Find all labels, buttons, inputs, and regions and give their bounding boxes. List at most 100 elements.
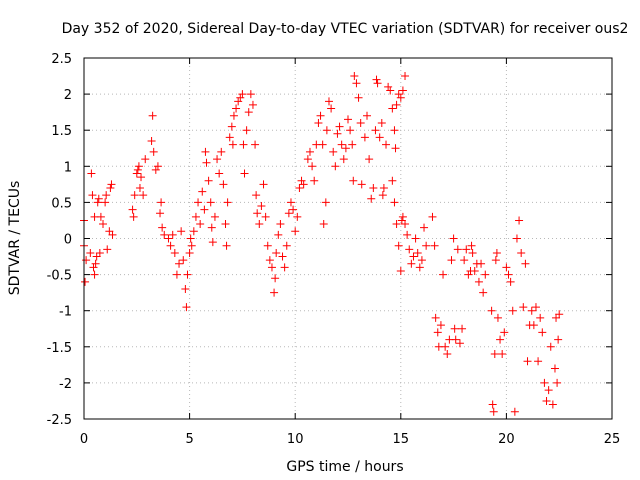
data-point bbox=[344, 115, 352, 124]
data-point bbox=[261, 212, 270, 221]
data-point bbox=[540, 378, 549, 387]
data-point bbox=[391, 144, 400, 153]
data-point bbox=[479, 288, 488, 297]
data-point bbox=[130, 191, 139, 200]
data-point bbox=[305, 147, 314, 156]
data-point bbox=[544, 386, 553, 395]
data-point bbox=[356, 118, 365, 127]
data-point bbox=[291, 227, 300, 236]
data-point bbox=[217, 147, 226, 156]
data-point bbox=[234, 97, 243, 106]
data-point bbox=[244, 108, 253, 117]
data-point bbox=[282, 241, 291, 250]
data-point bbox=[455, 339, 464, 348]
data-point bbox=[329, 147, 338, 156]
data-point bbox=[189, 227, 198, 236]
data-point bbox=[170, 248, 179, 257]
data-point bbox=[239, 140, 248, 149]
data-point bbox=[553, 378, 562, 387]
data-point bbox=[236, 93, 245, 102]
data-point bbox=[322, 126, 331, 135]
data-point bbox=[422, 241, 431, 250]
data-point bbox=[238, 90, 247, 99]
data-point bbox=[375, 133, 384, 142]
data-point bbox=[86, 248, 95, 257]
data-point bbox=[151, 165, 160, 174]
data-point bbox=[215, 169, 224, 178]
grid-lines bbox=[84, 58, 612, 419]
data-point bbox=[350, 72, 359, 81]
data-point bbox=[420, 223, 429, 232]
data-point bbox=[348, 140, 357, 149]
data-point bbox=[166, 241, 175, 250]
data-point bbox=[225, 133, 234, 142]
data-point bbox=[207, 223, 216, 232]
data-point bbox=[488, 400, 497, 409]
data-point bbox=[153, 162, 162, 171]
x-tick-label: 10 bbox=[287, 432, 304, 447]
data-point bbox=[107, 180, 116, 189]
data-point bbox=[213, 155, 222, 164]
data-point bbox=[133, 165, 142, 174]
data-point bbox=[185, 248, 194, 257]
data-point bbox=[95, 248, 104, 257]
y-tick-label: 1.5 bbox=[51, 124, 72, 139]
data-point bbox=[196, 220, 205, 229]
data-points bbox=[80, 72, 564, 416]
data-point bbox=[295, 183, 304, 192]
data-point bbox=[390, 126, 399, 135]
data-point bbox=[401, 72, 410, 81]
data-point bbox=[181, 285, 190, 294]
data-point bbox=[493, 313, 502, 322]
data-point bbox=[386, 86, 395, 95]
data-point bbox=[462, 245, 471, 254]
data-point bbox=[417, 256, 426, 265]
data-point bbox=[91, 259, 100, 268]
data-point bbox=[289, 205, 298, 214]
data-point bbox=[481, 270, 490, 279]
data-point bbox=[409, 252, 418, 261]
data-point bbox=[339, 155, 348, 164]
data-point bbox=[265, 256, 274, 265]
data-point bbox=[451, 335, 460, 344]
data-point bbox=[128, 205, 137, 214]
data-point bbox=[232, 104, 241, 113]
data-point bbox=[246, 90, 255, 99]
data-point bbox=[132, 169, 141, 178]
data-point bbox=[90, 270, 99, 279]
x-axis-title: GPS time / hours bbox=[286, 459, 403, 475]
data-point bbox=[360, 133, 369, 142]
y-tick-label: -1.5 bbox=[47, 341, 72, 356]
data-point bbox=[489, 407, 498, 416]
data-point bbox=[259, 180, 268, 189]
y-tick-label: 0 bbox=[64, 233, 72, 248]
data-point bbox=[272, 248, 281, 257]
data-point bbox=[293, 212, 302, 221]
data-point bbox=[255, 220, 264, 229]
data-point bbox=[276, 220, 285, 229]
chart-title: Day 352 of 2020, Sidereal Day-to-day VTE… bbox=[62, 21, 629, 37]
data-point bbox=[415, 263, 424, 272]
tick-labels: 0 5 10 15 20 25 -2.5 -2 -1.5 -1 -0.5 0 0.5 1 1.5 2 2.5 bbox=[47, 52, 621, 447]
data-point bbox=[394, 241, 403, 250]
data-point bbox=[341, 144, 350, 153]
data-point bbox=[182, 303, 191, 312]
data-point bbox=[263, 241, 272, 250]
data-point bbox=[379, 183, 388, 192]
data-point bbox=[397, 216, 406, 225]
data-point bbox=[431, 313, 440, 322]
data-point bbox=[148, 111, 157, 120]
data-point bbox=[278, 252, 287, 261]
data-point bbox=[498, 350, 507, 359]
data-point bbox=[531, 303, 540, 312]
y-tick-label: -1 bbox=[59, 305, 72, 320]
data-point bbox=[441, 342, 450, 351]
data-point bbox=[542, 396, 551, 405]
plot-frame bbox=[83, 57, 613, 420]
data-point bbox=[222, 241, 231, 250]
data-point bbox=[500, 328, 509, 337]
data-point bbox=[229, 111, 238, 120]
data-point bbox=[179, 256, 188, 265]
data-point bbox=[308, 162, 317, 171]
data-point bbox=[506, 277, 515, 286]
